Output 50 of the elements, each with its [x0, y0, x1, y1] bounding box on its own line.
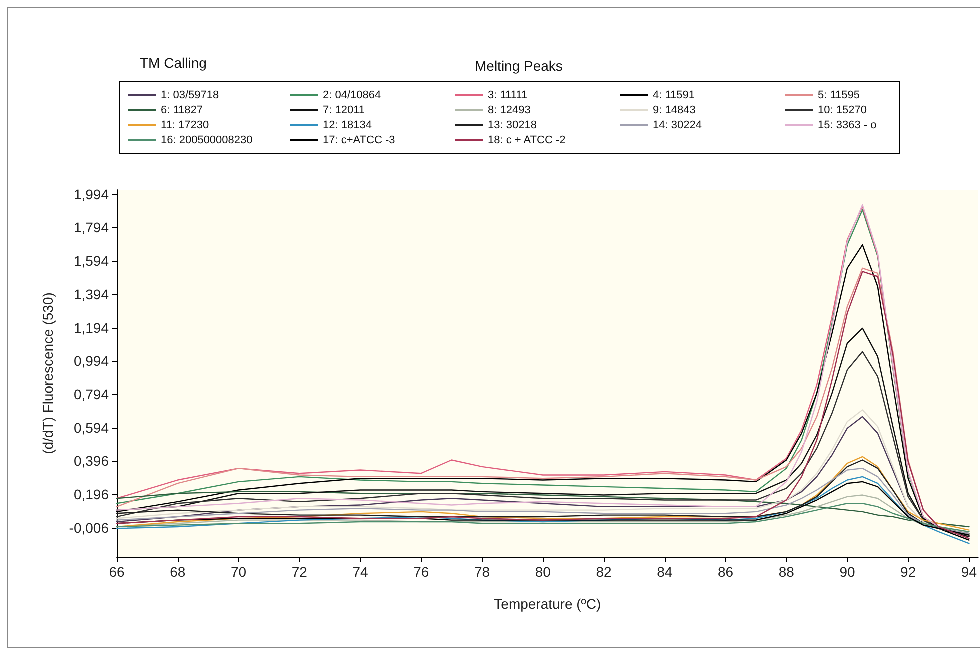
legend-label: 8: 12493 — [488, 104, 531, 116]
chart-title: Melting Peaks — [475, 58, 563, 74]
x-axis-title: Temperature (ºC) — [494, 596, 602, 612]
legend-label: 13: 30218 — [488, 120, 537, 132]
x-tick-label: 90 — [840, 564, 856, 580]
legend-label: 14: 30224 — [653, 120, 702, 132]
y-tick-label: 1,394 — [74, 286, 110, 302]
y-tick-label: 0,994 — [74, 353, 110, 370]
legend-label: 4: 11591 — [653, 90, 696, 102]
y-axis-title: (d/dT) Fluorescence (530) — [40, 292, 56, 454]
x-tick-label: 70 — [230, 564, 247, 580]
legend-label: 17: c+ATCC -3 — [323, 134, 396, 146]
legend-label: 6: 11827 — [161, 104, 204, 116]
y-tick-label: 0,794 — [74, 386, 110, 403]
text: TM Calling — [140, 55, 207, 71]
y-tick-label: 1,794 — [74, 220, 110, 236]
x-tick-label: 88 — [778, 564, 795, 580]
x-tick-label: 84 — [657, 564, 673, 580]
x-tick-label: 94 — [961, 564, 978, 580]
y-tick-label: 0,396 — [74, 452, 110, 469]
legend-label: 18: c + ATCC -2 — [488, 134, 566, 146]
y-tick-label: 0,196 — [74, 486, 110, 502]
legend-label: 7: 12011 — [323, 104, 366, 116]
legend-label: 9: 14843 — [653, 104, 696, 116]
legend-label: 11: 17230 — [161, 120, 210, 132]
y-tick-label: 1,994 — [74, 186, 110, 202]
x-tick-label: 74 — [352, 564, 368, 580]
x-tick-label: 80 — [535, 564, 552, 580]
y-tick-label: 1,594 — [74, 253, 110, 270]
legend-label: 3: 11111 — [488, 90, 528, 102]
legend-label: 16: 200500008230 — [161, 134, 253, 146]
line-series — [116, 503, 970, 533]
x-tick-label: 92 — [900, 564, 916, 580]
legend-label: 1: 03/59718 — [161, 90, 220, 102]
legend-label: 2: 04/10864 — [323, 90, 382, 102]
x-tick-label: 76 — [414, 564, 430, 580]
y-tick-label: 0,594 — [74, 420, 110, 436]
legend-label: 15: 3363 - o — [818, 120, 877, 132]
legend-label: 5: 11595 — [818, 90, 860, 102]
legend-label: 12: 18134 — [323, 120, 372, 132]
legend-label: 10: 15270 — [818, 104, 867, 116]
x-tick-label: 68 — [170, 564, 186, 580]
line-series — [116, 491, 970, 528]
y-tick-label: 1,194 — [74, 320, 110, 336]
x-tick-label: 82 — [596, 564, 612, 580]
x-tick-label: 66 — [109, 564, 125, 580]
x-tick-label: 86 — [718, 564, 734, 580]
y-tick-label: -0,006 — [69, 520, 110, 536]
x-tick-label: 72 — [292, 564, 308, 580]
x-tick-label: 78 — [474, 564, 490, 580]
